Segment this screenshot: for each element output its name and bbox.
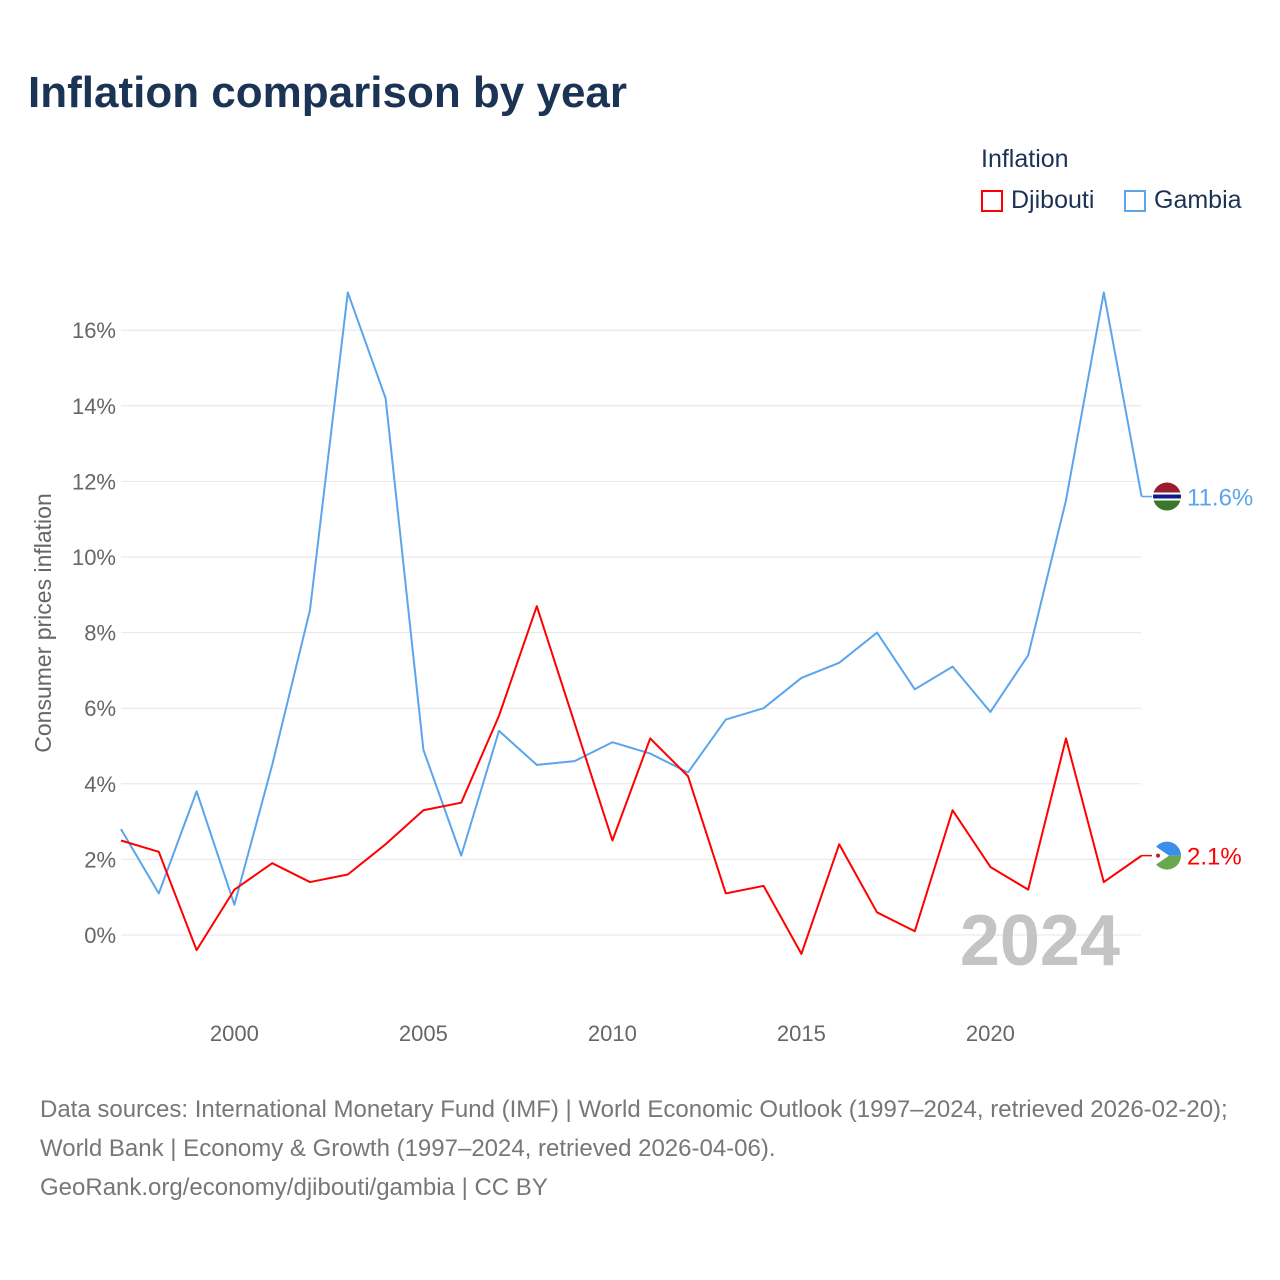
legend-label-djibouti: Djibouti xyxy=(1011,186,1095,214)
chart-title: Inflation comparison by year xyxy=(28,68,628,117)
flag-stripe xyxy=(1153,498,1181,501)
credit-link[interactable]: GeoRank.org/economy/djibouti/gambia | CC… xyxy=(40,1174,548,1201)
y-tick-label: 8% xyxy=(84,621,116,646)
y-tick-label: 12% xyxy=(72,469,116,494)
flag-stripe xyxy=(1153,494,1181,499)
flag-star xyxy=(1156,853,1160,858)
x-tick-label: 2005 xyxy=(399,1021,448,1046)
legend-item-gambia[interactable]: Gambia xyxy=(1124,186,1242,215)
flag-icon-gambia xyxy=(1153,482,1181,511)
legend-title: Inflation xyxy=(981,145,1069,173)
x-tick-label: 2010 xyxy=(588,1021,637,1046)
year-watermark: 2024 xyxy=(960,901,1120,981)
flag-stripe xyxy=(1153,482,1181,493)
y-tick-label: 14% xyxy=(72,394,116,419)
legend-item-djibouti[interactable]: Djibouti xyxy=(981,186,1094,215)
y-axis-label: Consumer prices inflation xyxy=(30,493,56,753)
legend-swatch-gambia xyxy=(1124,189,1146,212)
y-tick-label: 6% xyxy=(84,696,116,721)
y-tick-label: 10% xyxy=(72,545,116,570)
legend-label-gambia: Gambia xyxy=(1154,186,1242,214)
end-value-label-djibouti: 2.1% xyxy=(1187,844,1242,871)
series-line-djibouti xyxy=(120,605,1143,955)
series-line-gambia xyxy=(120,291,1143,906)
y-tick-label: 4% xyxy=(84,772,116,797)
flag-part xyxy=(1153,844,1169,867)
legend-swatch-djibouti xyxy=(981,189,1003,212)
end-value-label-gambia: 11.6% xyxy=(1187,485,1253,512)
data-sources: Data sources: International Monetary Fun… xyxy=(40,1096,1228,1162)
x-tick-label: 2015 xyxy=(777,1021,826,1046)
footer: Data sources: International Monetary Fun… xyxy=(40,1090,1250,1207)
x-tick-label: 2020 xyxy=(966,1021,1015,1046)
flag-stripe xyxy=(1153,500,1181,511)
x-tick-label: 2000 xyxy=(210,1021,259,1046)
y-tick-label: 16% xyxy=(72,318,116,343)
y-tick-label: 2% xyxy=(84,847,116,872)
flag-icon-djibouti xyxy=(1153,841,1181,870)
flag-stripe xyxy=(1153,492,1181,495)
y-tick-label: 0% xyxy=(84,923,116,948)
